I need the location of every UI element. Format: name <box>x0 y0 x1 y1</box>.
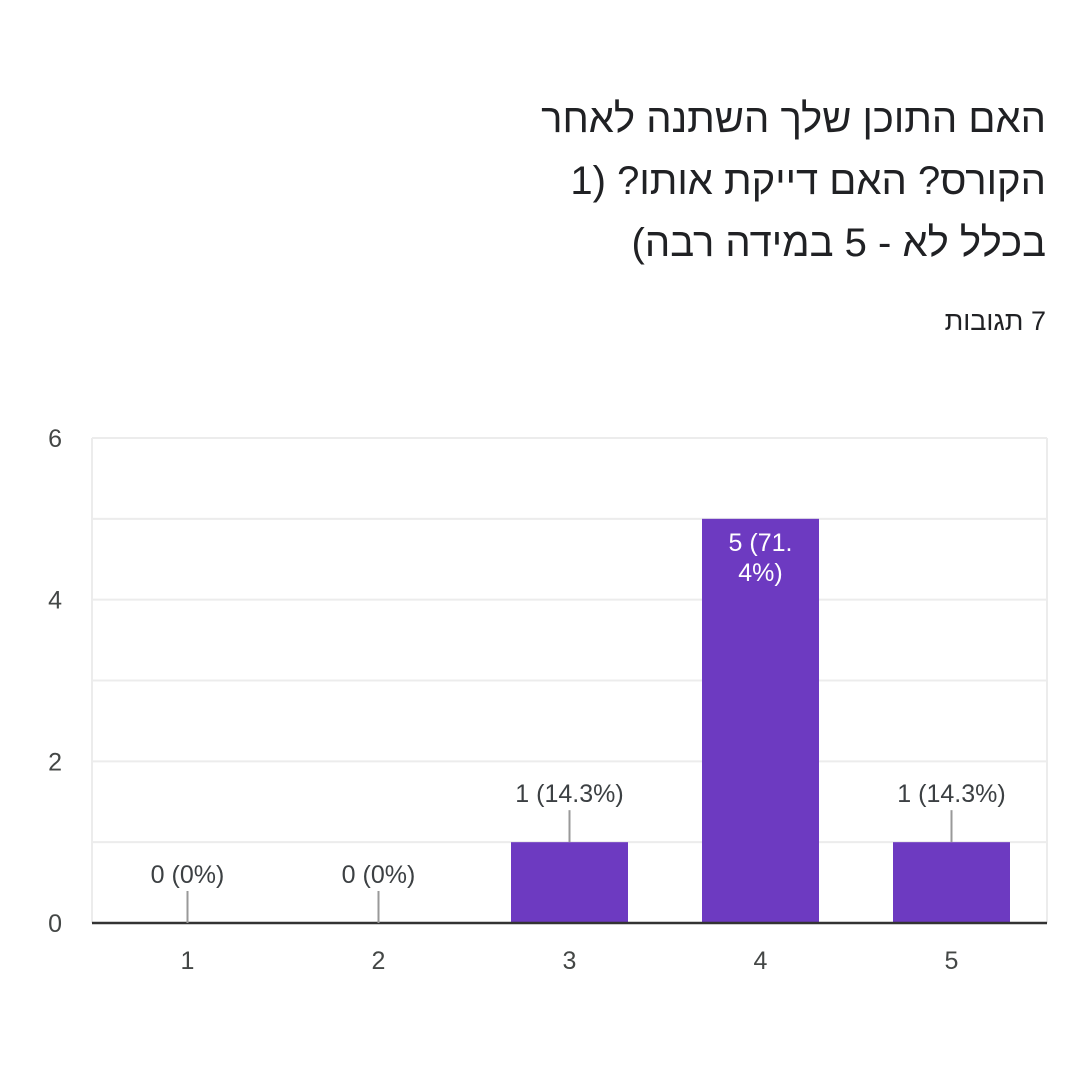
data-label: 0 (0%) <box>151 861 225 889</box>
y-axis-ticks: 0 2 4 6 <box>48 425 62 938</box>
bars <box>511 518 1010 923</box>
question-title: האם התוכן שלך השתנה לאחר הקורס? האם דייק… <box>486 88 1046 274</box>
x-tick-label: 2 <box>372 947 386 975</box>
data-label: 4%) <box>738 559 782 587</box>
bar <box>893 842 1010 923</box>
y-tick-label: 0 <box>48 910 62 938</box>
data-labels: 0 (0%) 0 (0%) 1 (14.3%) 5 (71.4%) 1 (14.3%) <box>151 529 1006 923</box>
data-label: 0 (0%) <box>342 861 416 889</box>
y-tick-label: 4 <box>48 587 62 615</box>
bar <box>702 518 819 923</box>
question-title-line: בכלל לא - 5 במידה רבה) <box>631 221 1046 265</box>
response-count: 7 תגובות <box>944 306 1046 336</box>
question-title-line: האם התוכן שלך השתנה לאחר <box>541 97 1046 141</box>
gridlines <box>91 437 1048 923</box>
question-title-line: הקורס? האם דייקת אותו? (1 <box>570 159 1046 203</box>
y-tick-label: 6 <box>48 425 62 453</box>
x-axis-ticks: 1 2 3 4 5 <box>181 947 959 975</box>
bar <box>511 842 628 923</box>
x-tick-label: 4 <box>754 947 768 975</box>
x-tick-label: 1 <box>181 947 195 975</box>
x-tick-label: 5 <box>945 947 959 975</box>
data-label: 1 (14.3%) <box>897 780 1005 808</box>
y-tick-label: 2 <box>48 748 62 776</box>
data-label: 1 (14.3%) <box>515 780 623 808</box>
x-tick-label: 3 <box>563 947 577 975</box>
data-label: 5 (71. <box>729 529 793 557</box>
